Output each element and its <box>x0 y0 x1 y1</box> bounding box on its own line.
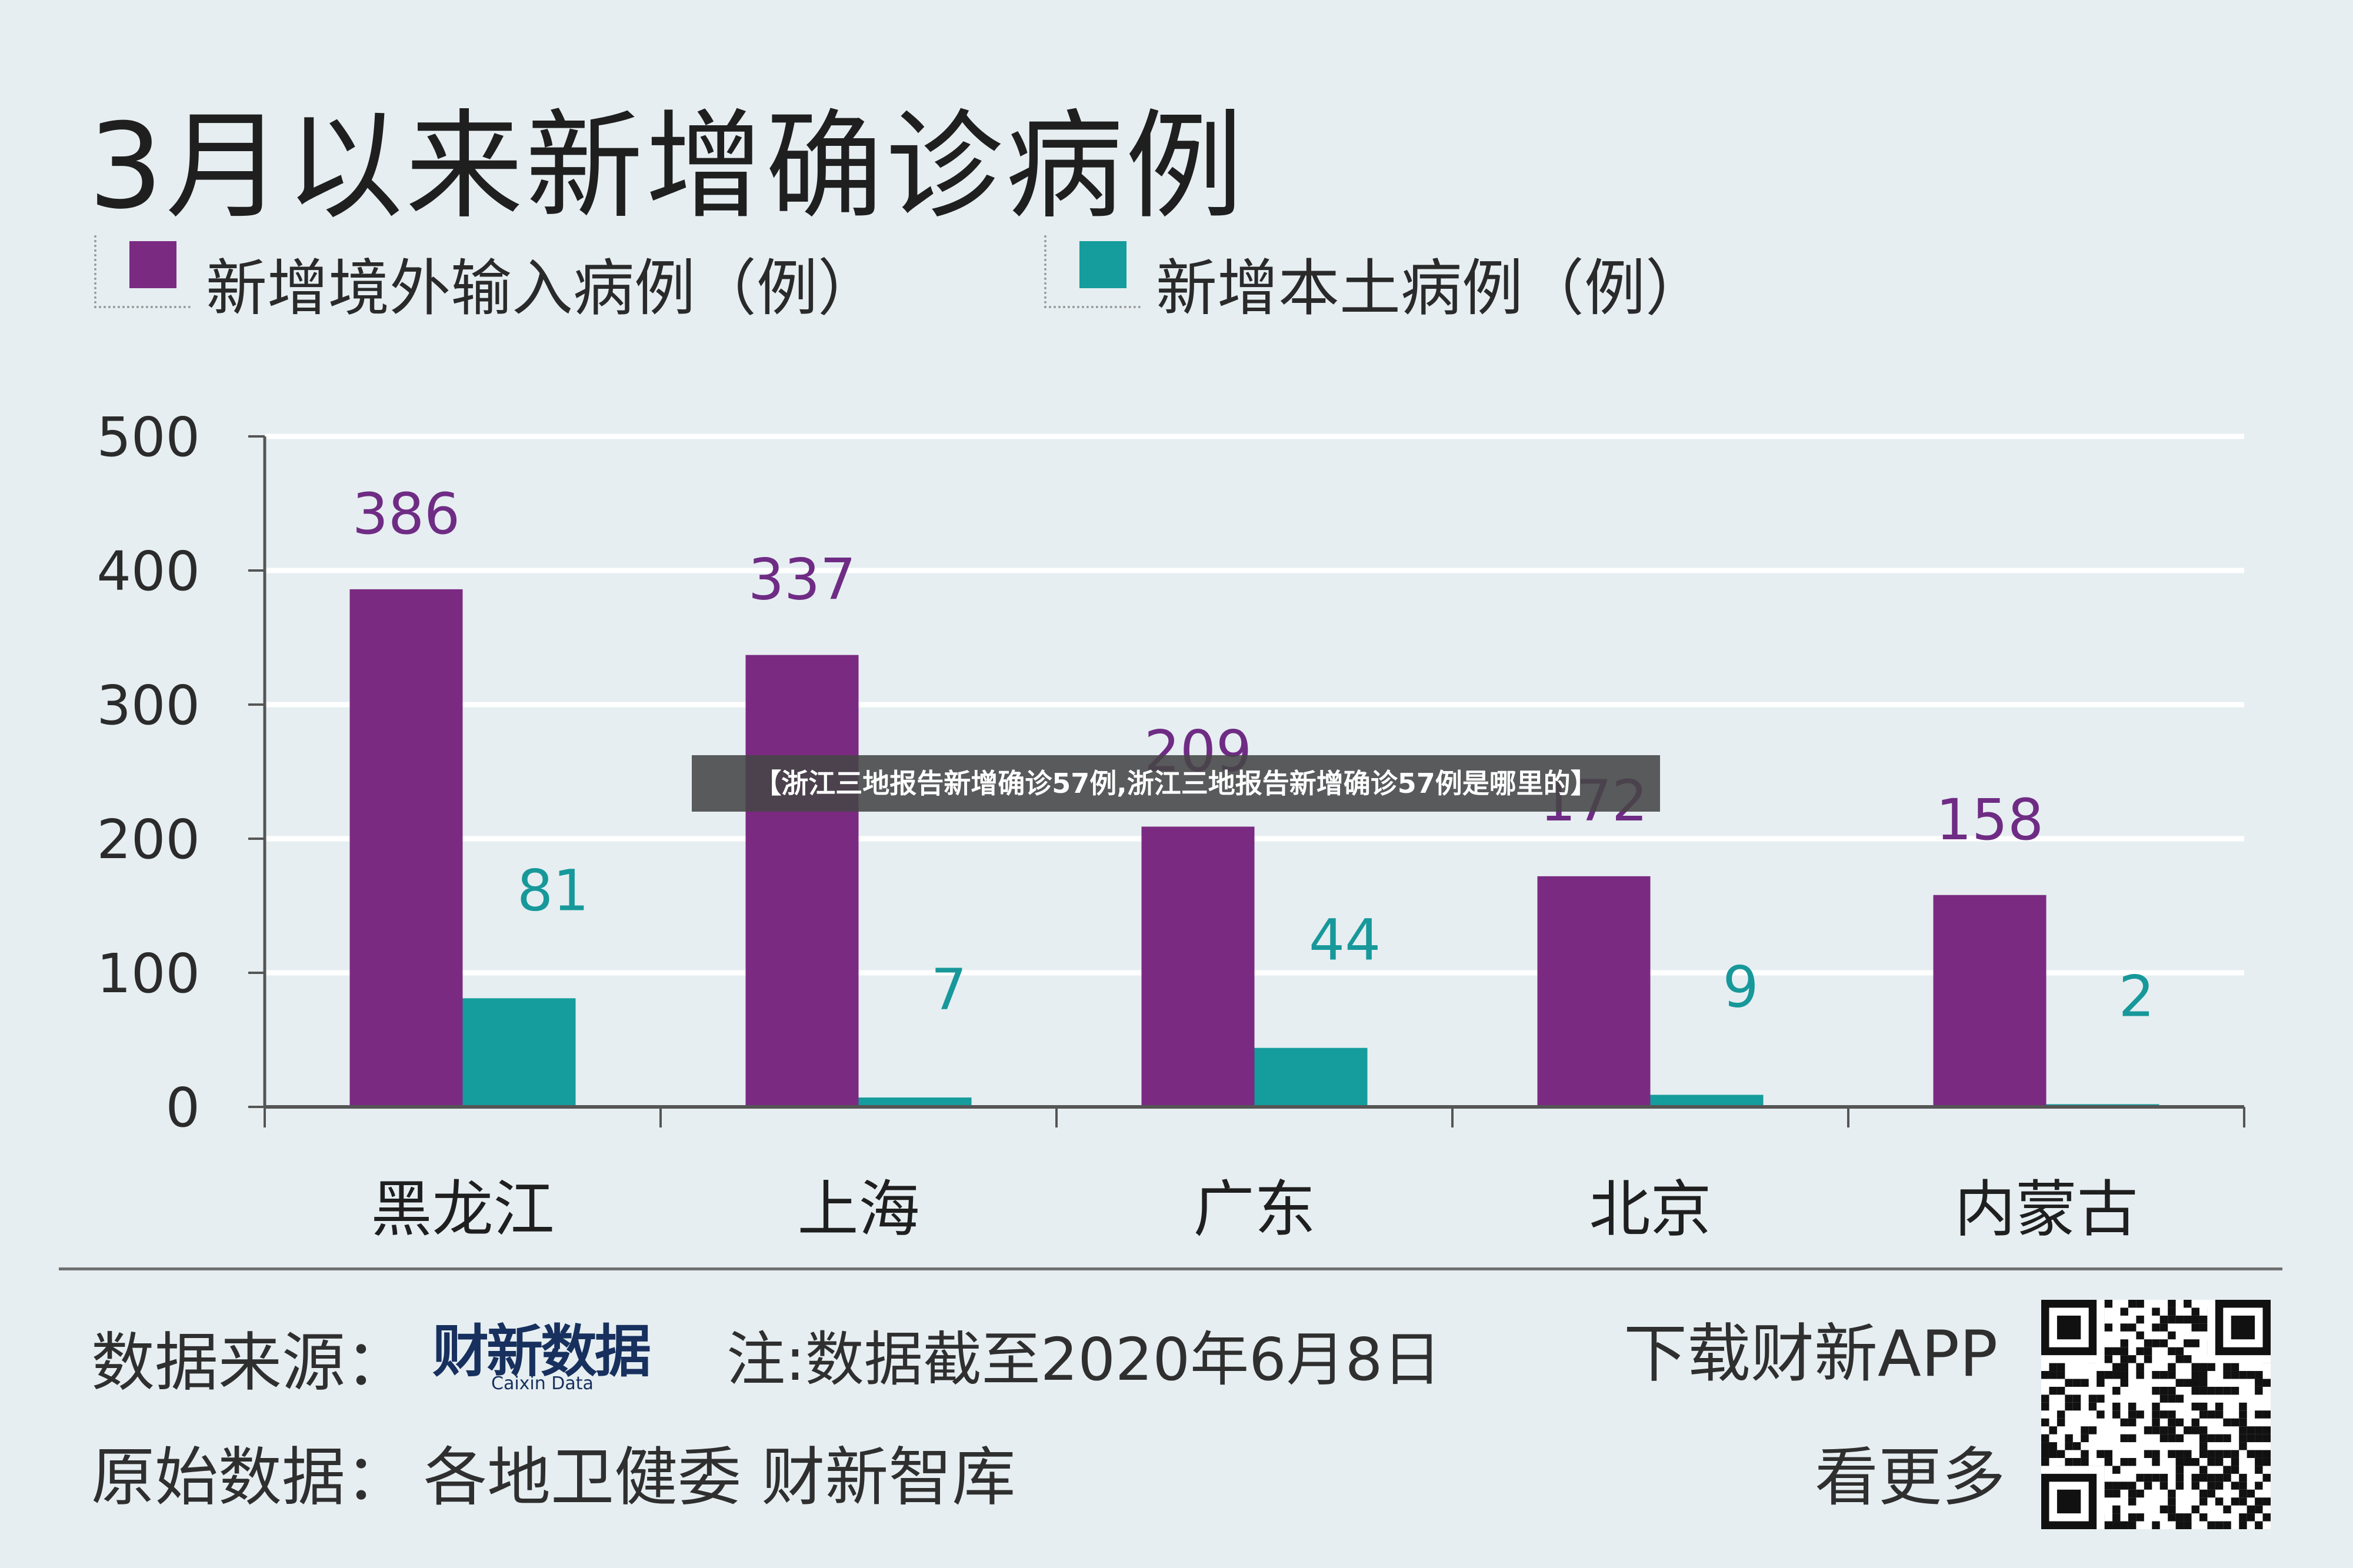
data-label-local: 2 <box>2119 963 2155 1029</box>
x-axis: 黑龙江 上海 广东 北京 内蒙古 <box>264 1105 2245 1245</box>
bar-imported <box>1933 895 2047 1107</box>
legend-frame <box>94 235 191 308</box>
legend-frame <box>1044 235 1141 308</box>
chart-title: 3月以来新增确诊病例 <box>88 98 1246 235</box>
legend-label-imported: 新增境外输入病例（例） <box>206 252 879 324</box>
data-label-imported: 158 <box>1936 787 2044 853</box>
legend-item-local: 新增本土病例（例） <box>1044 235 1809 324</box>
bar-local <box>462 998 576 1107</box>
legend-swatch-imported <box>129 241 176 288</box>
x-category-label: 广东 <box>1193 1173 1315 1245</box>
y-tick-label: 300 <box>96 674 200 737</box>
x-category-label: 内蒙古 <box>1954 1173 2138 1245</box>
logo-subtext: Caixin Data <box>491 1373 594 1394</box>
caixin-data-logo: 财新数据 Caixin Data <box>432 1306 656 1400</box>
download-app-text: 下载财新APP <box>1624 1317 1998 1391</box>
bar-local <box>858 1097 972 1107</box>
data-label-local: 81 <box>517 858 589 923</box>
logo-text: 财新数据 <box>432 1319 651 1384</box>
y-axis-ticks: 0 100 200 300 400 500 <box>96 406 266 1139</box>
legend-label-local: 新增本土病例（例） <box>1156 252 1707 324</box>
see-more-text: 看更多 <box>1815 1441 2006 1514</box>
footer-divider <box>59 1267 2282 1270</box>
origin-value: 各地卫健委 财新智库 <box>424 1441 1016 1514</box>
bar-imported <box>1537 876 1651 1107</box>
bar-imported <box>745 655 859 1107</box>
bar-local <box>1650 1095 1764 1107</box>
bars <box>349 589 2159 1107</box>
data-label-imported: 386 <box>352 481 460 547</box>
data-label-local: 9 <box>1723 954 1759 1020</box>
bar-imported <box>349 589 463 1107</box>
overlay-banner: 【浙江三地报告新增确诊57例,浙江三地报告新增确诊57例是哪里的】 <box>692 755 1660 812</box>
source-label: 数据来源： <box>91 1326 409 1400</box>
y-tick-label: 200 <box>96 808 200 871</box>
x-category-label: 黑龙江 <box>371 1173 554 1245</box>
x-category-label: 上海 <box>797 1173 919 1245</box>
y-tick-label: 400 <box>96 540 200 603</box>
y-tick-label: 500 <box>96 406 200 469</box>
data-label-local: 44 <box>1309 908 1381 973</box>
data-note: 注:数据截至2020年6月8日 <box>726 1325 1442 1394</box>
legend-swatch-local <box>1079 241 1126 288</box>
x-category-label: 北京 <box>1589 1173 1711 1245</box>
y-tick-label: 0 <box>165 1076 200 1139</box>
bar-imported <box>1141 826 1255 1107</box>
qr-code-icon[interactable] <box>2041 1300 2271 1529</box>
legend-item-imported: 新增境外输入病例（例） <box>94 235 976 324</box>
data-label-imported: 337 <box>748 547 856 613</box>
data-label-local: 7 <box>931 957 967 1023</box>
y-tick-label: 100 <box>96 942 200 1005</box>
origin-label: 原始数据： <box>91 1441 409 1514</box>
bar-local <box>1254 1047 1368 1107</box>
